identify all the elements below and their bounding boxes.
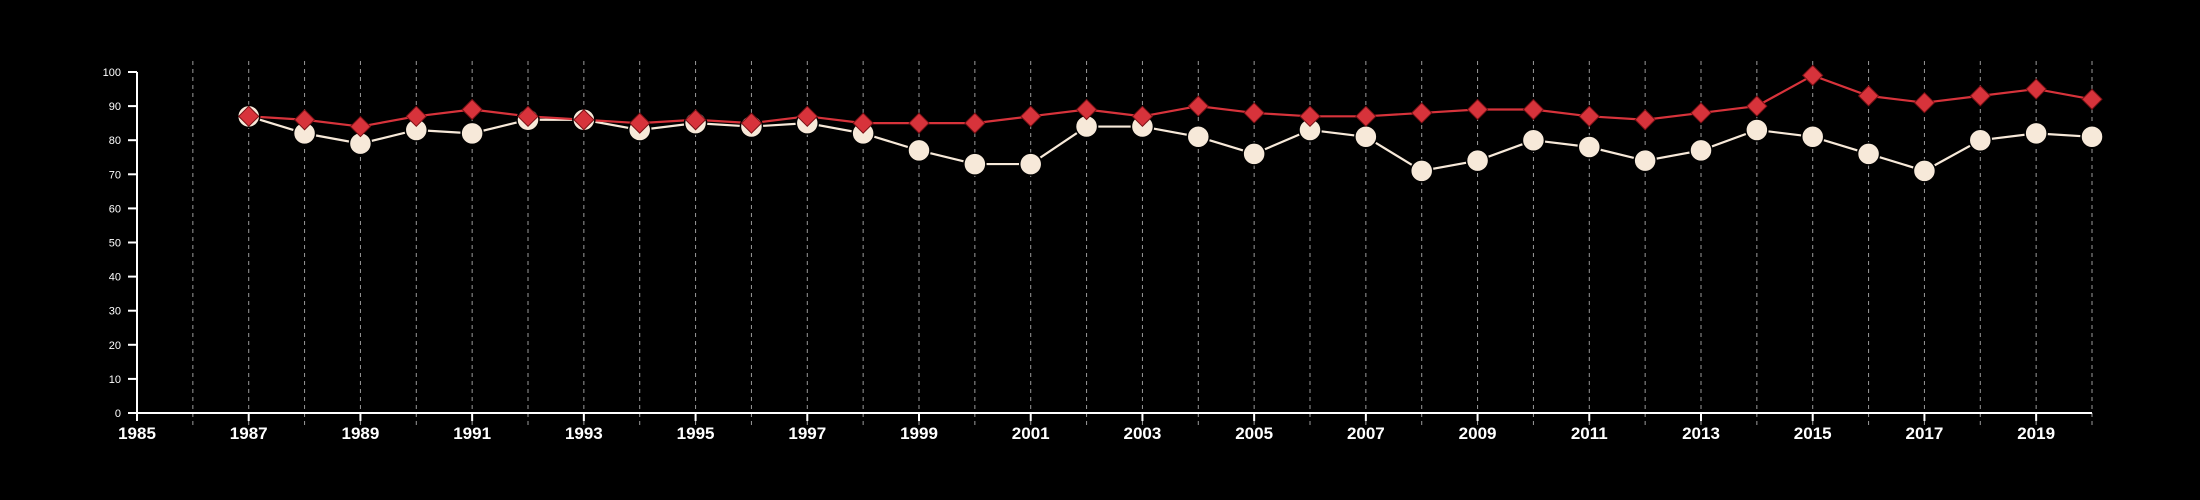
- data-point-circle: [1018, 152, 1043, 176]
- data-point-diamond: [1299, 105, 1321, 128]
- data-point-diamond: [2081, 88, 2103, 110]
- data-point-diamond: [1075, 98, 1098, 121]
- y-tick-label: 100: [103, 67, 121, 79]
- x-tick-label: 1999: [900, 424, 938, 443]
- y-tick-label: 0: [115, 408, 121, 420]
- data-point-diamond: [1969, 85, 1991, 107]
- axis-layer: 0 10 20 30 40 50 60 70 80 90 100 1985 1987 1989 1991 19…: [103, 67, 2092, 443]
- data-point-diamond: [684, 109, 707, 131]
- data-point-diamond: [1131, 105, 1154, 128]
- data-point-circle: [1409, 159, 1434, 183]
- x-tick-label: 2001: [1012, 424, 1050, 443]
- grid-layer: [192, 61, 2093, 429]
- x-tick-label: 2019: [2017, 424, 2055, 443]
- data-point-diamond: [1411, 102, 1433, 124]
- data-point-diamond: [1913, 91, 1936, 114]
- data-point-diamond: [908, 112, 930, 134]
- data-point-diamond: [1578, 105, 1600, 128]
- data-point-circle: [963, 152, 987, 176]
- data-point-circle: [1689, 138, 1713, 163]
- data-point-diamond: [629, 112, 651, 134]
- y-tick-label: 60: [109, 203, 121, 215]
- data-point-diamond: [1355, 105, 1377, 128]
- data-point-diamond: [1187, 95, 1209, 117]
- x-tick-label: 1995: [677, 424, 715, 443]
- x-tick-label: 1993: [565, 424, 603, 443]
- data-point-circle: [1521, 128, 1546, 152]
- series-line-circle: [248, 115, 2093, 173]
- data-point-circle: [1912, 159, 1937, 183]
- data-point-diamond: [964, 112, 986, 134]
- data-point-circle: [1800, 125, 1825, 149]
- x-tick-label: 2017: [1906, 424, 1944, 443]
- y-tick-label: 70: [109, 169, 121, 181]
- y-tick-label: 40: [109, 272, 121, 284]
- data-point-circle: [1186, 125, 1211, 149]
- x-tick-label: 2011: [1571, 424, 1608, 443]
- data-point-circle: [1577, 135, 1602, 159]
- data-point-circle: [1745, 118, 1769, 142]
- data-point-circle: [1856, 142, 1881, 166]
- x-tick-label: 2003: [1124, 424, 1162, 443]
- data-point-diamond: [2025, 78, 2047, 100]
- series-layer: [236, 64, 2104, 183]
- data-point-diamond: [405, 105, 427, 128]
- x-tick-label: 2009: [1459, 424, 1497, 443]
- series-line-diamond: [248, 74, 2093, 128]
- data-point-diamond: [1746, 95, 1768, 117]
- data-point-diamond: [1690, 102, 1712, 124]
- y-tick-label: 30: [109, 306, 121, 318]
- data-point-diamond: [1020, 105, 1042, 128]
- x-tick-label: 1989: [342, 424, 380, 443]
- data-point-circle: [1465, 148, 1490, 173]
- data-point-diamond: [1857, 85, 1880, 107]
- data-point-circle: [1354, 125, 1378, 149]
- data-point-diamond: [517, 105, 539, 128]
- y-tick-label: 20: [109, 340, 121, 352]
- data-point-diamond: [1634, 109, 1656, 131]
- data-point-diamond: [1243, 102, 1265, 124]
- data-point-circle: [2080, 125, 2104, 149]
- x-tick-label: 2005: [1235, 424, 1273, 443]
- y-tick-label: 90: [109, 101, 121, 113]
- data-point-diamond: [796, 105, 818, 128]
- x-tick-label: 2015: [1794, 424, 1832, 443]
- data-point-diamond: [1522, 98, 1545, 121]
- y-tick-label: 10: [109, 374, 121, 386]
- data-point-circle: [1968, 128, 1993, 152]
- data-point-diamond: [573, 109, 595, 131]
- data-point-diamond: [1802, 64, 1824, 87]
- data-point-diamond: [740, 112, 763, 134]
- data-point-diamond: [852, 112, 874, 134]
- y-tick-label: 50: [109, 238, 121, 250]
- y-tick-label: 80: [109, 135, 121, 147]
- x-tick-label: 1987: [230, 424, 268, 443]
- data-point-diamond: [461, 98, 483, 121]
- data-point-circle: [907, 138, 931, 163]
- x-tick-label: 1985: [118, 424, 156, 443]
- x-tick-label: 2013: [1682, 424, 1720, 443]
- data-point-circle: [460, 121, 484, 146]
- x-tick-label: 1997: [788, 424, 826, 443]
- data-point-circle: [1242, 142, 1266, 166]
- data-point-circle: [1633, 148, 1657, 173]
- x-tick-label: 2007: [1347, 424, 1385, 443]
- data-point-diamond: [238, 105, 260, 128]
- data-point-circle: [2024, 121, 2048, 146]
- data-point-diamond: [1466, 98, 1489, 121]
- data-point-diamond: [293, 109, 316, 131]
- data-point-diamond: [349, 115, 372, 138]
- x-tick-label: 1991: [453, 424, 491, 443]
